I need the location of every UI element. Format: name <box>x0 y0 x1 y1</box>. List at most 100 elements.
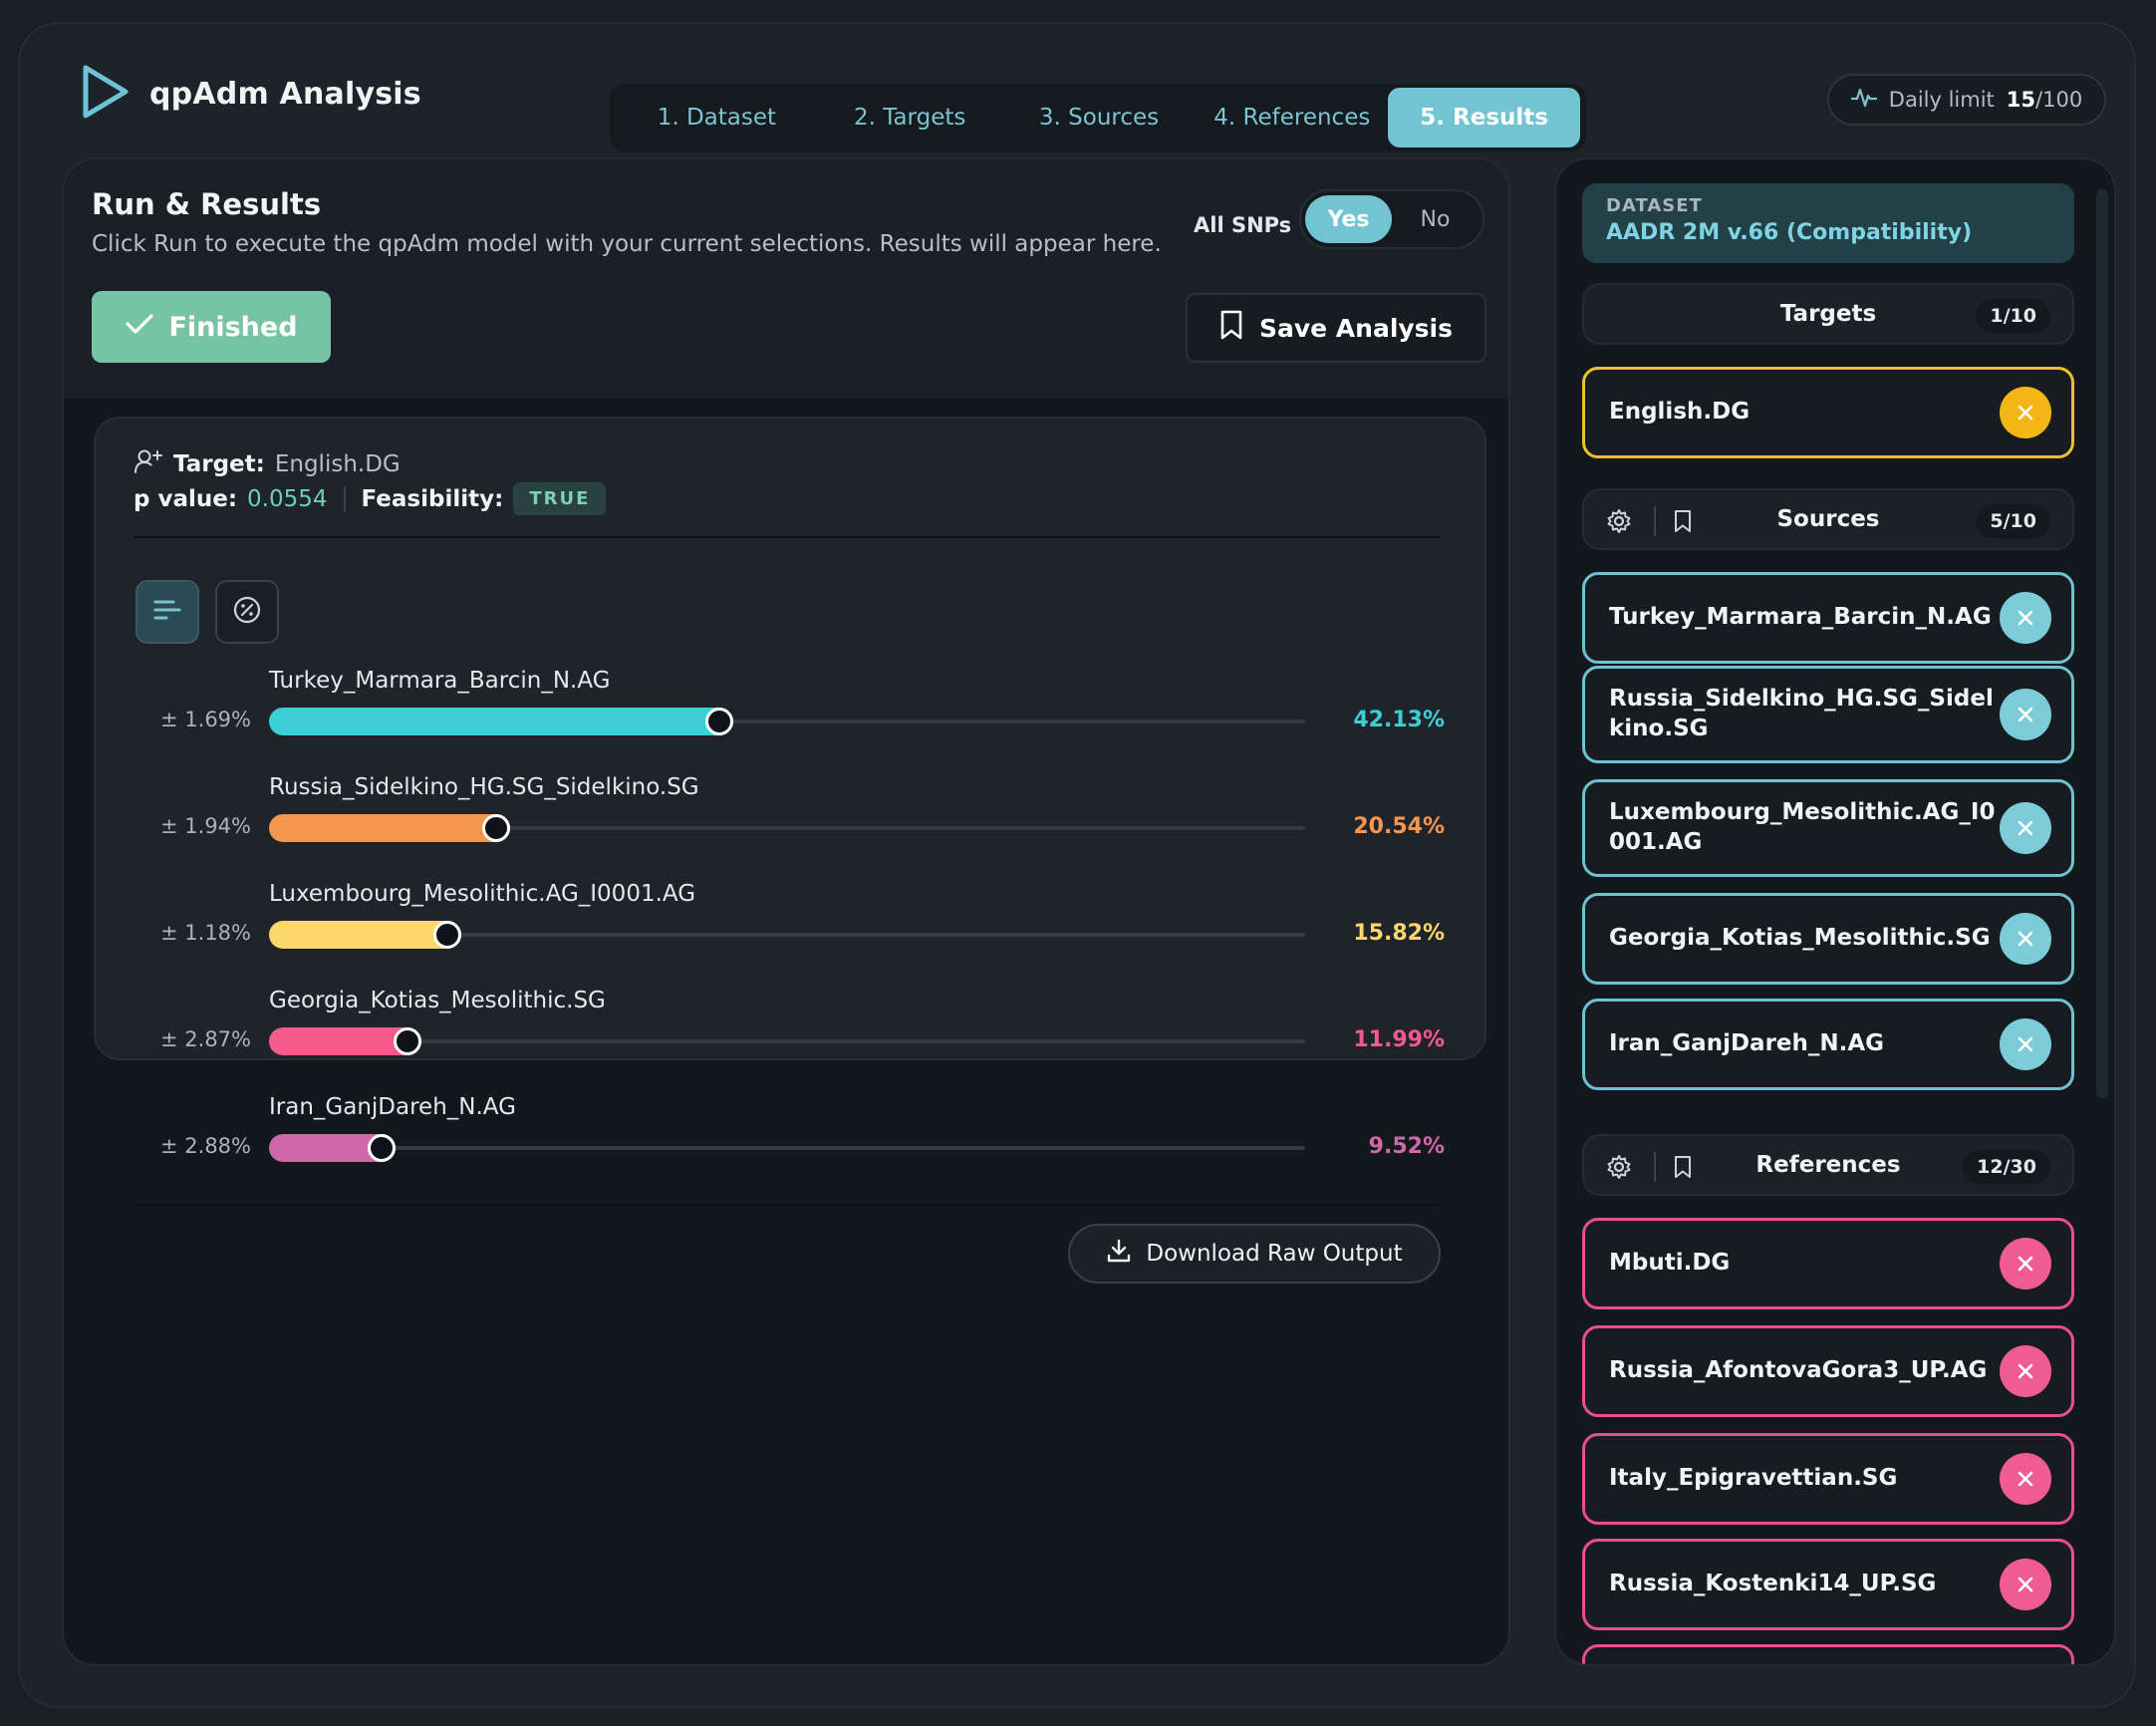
admixture-source-name: Russia_Sidelkino_HG.SG_Sidelkino.SG <box>269 774 699 800</box>
remove-source-close-icon[interactable] <box>2000 592 2051 644</box>
remove-source-close-icon[interactable] <box>2000 802 2051 854</box>
download-raw-button[interactable]: Download Raw Output <box>1068 1224 1441 1284</box>
source-item-label: Georgia_Kotias_Mesolithic.SG <box>1609 925 1991 952</box>
remove-target-close-icon[interactable] <box>2000 387 2051 438</box>
sources-header: Sources 5/10 <box>1582 488 2074 550</box>
stats-line: p value: 0.0554 Feasibility: TRUE <box>134 482 607 515</box>
target-item-label: English.DG <box>1609 399 1751 426</box>
percent-view-button[interactable] <box>215 580 279 644</box>
admixture-knob[interactable] <box>368 1134 396 1162</box>
result-card: Target: English.DG p value: 0.0554 Feasi… <box>94 417 1486 1284</box>
source-item[interactable]: Russia_Sidelkino_HG.SG_Sidelkino.SG <box>1582 666 2074 763</box>
remove-source-close-icon[interactable] <box>2000 913 2051 965</box>
remove-ref-close-icon[interactable] <box>2000 1345 2051 1397</box>
admixture-percent: 11.99% <box>1353 1027 1445 1052</box>
remove-ref-close-icon[interactable] <box>2000 1238 2051 1290</box>
admixture-source-name: Iran_GanjDareh_N.AG <box>269 1094 516 1120</box>
ref-item[interactable]: Russia_Kostenki14_UP.SG <box>1582 1539 2074 1630</box>
download-raw-label: Download Raw Output <box>1146 1241 1403 1267</box>
app-window: qpAdm Analysis 1. Dataset 2. Targets 3. … <box>18 22 2136 1708</box>
tab-references[interactable]: 4. References <box>1213 105 1371 131</box>
admixture-error: ± 1.18% <box>160 921 251 945</box>
bar-view-button[interactable] <box>135 580 199 644</box>
admixture-bar <box>269 921 461 949</box>
remove-ref-close-icon[interactable] <box>2000 1453 2051 1505</box>
divider <box>134 536 1441 538</box>
source-item[interactable]: Luxembourg_Mesolithic.AG_I0001.AG <box>1582 779 2074 877</box>
remove-source-close-icon[interactable] <box>2000 689 2051 740</box>
admixture-row: Turkey_Marmara_Barcin_N.AG ± 1.69% 42.13% <box>96 668 1484 774</box>
run-title: Run & Results <box>92 187 322 221</box>
download-icon <box>1106 1238 1132 1270</box>
admixture-track <box>269 1146 1305 1150</box>
admixture-row: Russia_Sidelkino_HG.SG_Sidelkino.SG ± 1.9… <box>96 774 1484 881</box>
tab-dataset[interactable]: 1. Dataset <box>657 105 777 131</box>
references-gear-icon[interactable] <box>1604 1152 1634 1182</box>
admixture-error: ± 2.87% <box>160 1027 251 1051</box>
daily-limit: Daily limit 15/100 <box>1827 74 2106 126</box>
targets-title: Targets <box>1779 301 1877 327</box>
ref-item[interactable]: Russia_AfontovaGora3_UP.AG <box>1582 1325 2074 1417</box>
dataset-value: AADR 2M v.66 (Compatibility) <box>1606 220 1973 245</box>
target-item[interactable]: English.DG <box>1582 367 2074 458</box>
app-title: qpAdm Analysis <box>149 76 421 112</box>
activity-icon <box>1850 87 1877 114</box>
user-share-icon <box>134 448 163 480</box>
sources-gear-icon[interactable] <box>1604 506 1634 536</box>
source-item[interactable]: Georgia_Kotias_Mesolithic.SG <box>1582 893 2074 985</box>
daily-limit-label: Daily limit <box>1888 88 1995 112</box>
snps-no-option[interactable]: No <box>1420 206 1451 232</box>
admixture-knob[interactable] <box>432 921 461 949</box>
admixture-row: Iran_GanjDareh_N.AG ± 2.88% 9.52% <box>96 1094 1484 1201</box>
check-icon <box>125 312 154 343</box>
feasibility-badge: TRUE <box>513 482 607 515</box>
targets-header: Targets 1/10 <box>1582 283 2074 345</box>
admixture-source-name: Luxembourg_Mesolithic.AG_I0001.AG <box>269 881 696 907</box>
references-bookmark-icon[interactable] <box>1668 1152 1698 1182</box>
dataset-card: DATASET AADR 2M v.66 (Compatibility) <box>1582 183 2074 263</box>
tab-targets[interactable]: 2. Targets <box>853 105 966 131</box>
remove-ref-close-icon[interactable] <box>2000 1664 2051 1666</box>
target-line: Target: English.DG <box>134 448 401 480</box>
finished-button[interactable]: Finished <box>92 291 331 363</box>
percent-icon <box>232 595 262 629</box>
source-item[interactable]: Iran_GanjDareh_N.AG <box>1582 999 2074 1090</box>
admixture-track <box>269 933 1305 937</box>
step-tabs: 1. Dataset 2. Targets 3. Sources 4. Refe… <box>610 84 1586 151</box>
admixture-knob[interactable] <box>481 814 510 842</box>
admixture-error: ± 1.69% <box>160 708 251 731</box>
ref-item-label: Italy_Epigravettian.SG <box>1609 1465 1898 1492</box>
source-item-label: Turkey_Marmara_Barcin_N.AG <box>1609 604 1992 631</box>
sources-bookmark-icon[interactable] <box>1668 506 1698 536</box>
admixture-error: ± 2.88% <box>160 1134 251 1158</box>
ref-item[interactable] <box>1582 1644 2074 1666</box>
ref-item-label: Russia_AfontovaGora3_UP.AG <box>1609 1357 1988 1384</box>
save-analysis-label: Save Analysis <box>1258 313 1454 343</box>
selection-sidebar: DATASET AADR 2M v.66 (Compatibility) Tar… <box>1554 157 2116 1666</box>
admixture-knob[interactable] <box>705 708 734 735</box>
sidebar-scrollbar[interactable] <box>2096 189 2108 1098</box>
save-analysis-button[interactable]: Save Analysis <box>1186 293 1486 363</box>
tab-sources[interactable]: 3. Sources <box>1038 105 1160 131</box>
source-item[interactable]: Turkey_Marmara_Barcin_N.AG <box>1582 572 2074 664</box>
ref-item[interactable]: Mbuti.DG <box>1582 1218 2074 1309</box>
admixture-track <box>269 719 1305 723</box>
remove-source-close-icon[interactable] <box>2000 1018 2051 1070</box>
all-snps-toggle: Yes No <box>1299 189 1484 249</box>
dataset-label: DATASET <box>1606 195 1703 216</box>
source-item-label: Russia_Sidelkino_HG.SG_Sidelkino.SG <box>1609 686 1994 741</box>
remove-ref-close-icon[interactable] <box>2000 1559 2051 1610</box>
sources-title: Sources <box>1776 506 1880 532</box>
target-label: Target: <box>173 451 265 477</box>
daily-limit-value: 15/100 <box>2006 88 2083 112</box>
ref-item-label: Russia_Kostenki14_UP.SG <box>1609 1571 1937 1597</box>
finished-label: Finished <box>168 311 298 343</box>
tab-results[interactable]: 5. Results <box>1388 88 1581 147</box>
ref-item[interactable]: Italy_Epigravettian.SG <box>1582 1433 2074 1525</box>
run-subtitle: Click Run to execute the qpAdm model wit… <box>92 231 1162 257</box>
ref-item-label: Mbuti.DG <box>1609 1250 1731 1277</box>
admixture-bar <box>269 708 734 735</box>
snps-yes-option[interactable]: Yes <box>1305 195 1392 243</box>
admixture-percent: 9.52% <box>1368 1134 1445 1159</box>
admixture-knob[interactable] <box>393 1027 421 1055</box>
